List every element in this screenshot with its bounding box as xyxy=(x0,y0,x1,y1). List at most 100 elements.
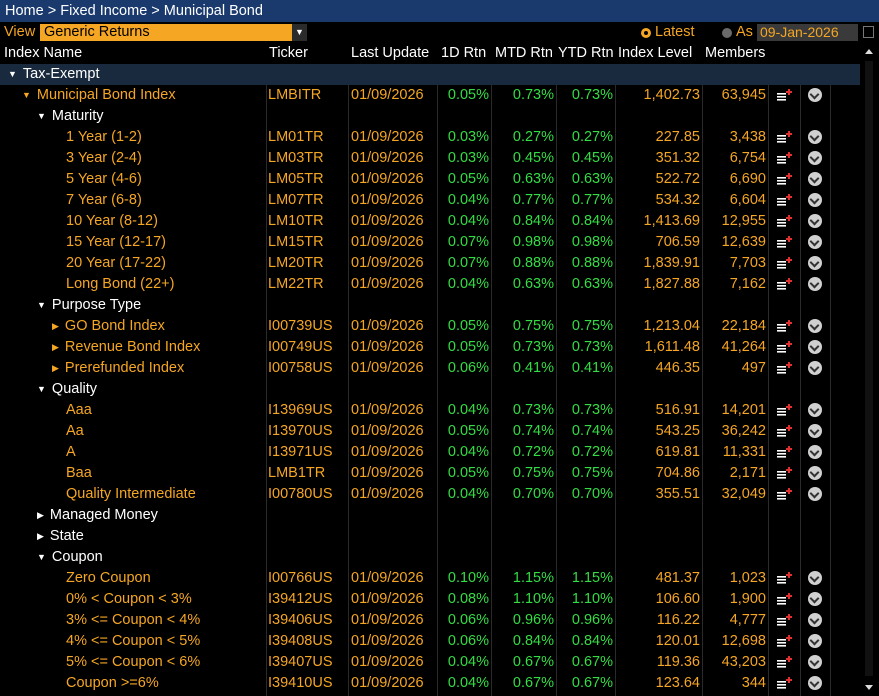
action-menu-icon[interactable] xyxy=(808,214,822,228)
table-row[interactable]: ▶ Revenue Bond Index I00749US 01/09/2026 0.0… xyxy=(0,337,860,358)
action-menu-icon[interactable] xyxy=(808,445,822,459)
view-select[interactable]: Generic Returns ▼ xyxy=(40,24,307,41)
table-row[interactable]: 5 Year (4-6) LM05TR 01/09/2026 0.05% 0.63% 0.… xyxy=(0,169,860,190)
expand-triangle-down-icon[interactable]: ▼ xyxy=(37,384,46,394)
table-row[interactable]: ▶ GO Bond Index I00739US 01/09/2026 0.05% 0.7… xyxy=(0,316,860,337)
action-menu-icon[interactable] xyxy=(808,172,822,186)
group-row[interactable]: ▼ Tax-Exempt xyxy=(0,64,860,85)
index-name-cell[interactable]: Aaa xyxy=(66,400,92,421)
add-to-list-icon[interactable] xyxy=(776,319,792,334)
add-to-list-icon[interactable] xyxy=(776,466,792,481)
expand-triangle-right-icon[interactable]: ▶ xyxy=(52,321,59,331)
col-header-ytd-return[interactable]: YTD Rtn xyxy=(558,45,614,61)
breadcrumb-fixed-income[interactable]: Fixed Income xyxy=(60,3,148,19)
col-header-index-level[interactable]: Index Level xyxy=(618,45,693,61)
asof-date-input[interactable]: 09-Jan-2026 xyxy=(757,24,858,41)
add-to-list-icon[interactable] xyxy=(776,235,792,250)
action-menu-icon[interactable] xyxy=(808,256,822,270)
add-to-list-icon[interactable] xyxy=(776,571,792,586)
index-name-cell[interactable]: A xyxy=(66,442,76,463)
expand-triangle-down-icon[interactable]: ▼ xyxy=(8,69,17,79)
table-row[interactable]: 7 Year (6-8) LM07TR 01/09/2026 0.04% 0.77% 0.… xyxy=(0,190,860,211)
table-row[interactable]: Baa LMB1TR 01/09/2026 0.05% 0.75% 0.75% 704.86… xyxy=(0,463,860,484)
breadcrumb-home[interactable]: Home xyxy=(5,3,44,19)
index-name-cell[interactable]: 5 Year (4-6) xyxy=(66,169,142,190)
index-name-cell[interactable]: Long Bond (22+) xyxy=(66,274,174,295)
add-to-list-icon[interactable] xyxy=(776,655,792,670)
index-name-cell[interactable]: 1 Year (1-2) xyxy=(66,127,142,148)
action-menu-icon[interactable] xyxy=(808,130,822,144)
scroll-up-icon[interactable] xyxy=(865,49,873,54)
index-name-cell[interactable]: 5% <= Coupon < 6% xyxy=(66,652,200,673)
group-row[interactable]: ▶ Managed Money xyxy=(0,505,860,526)
table-row[interactable]: 1 Year (1-2) LM01TR 01/09/2026 0.03% 0.27% 0.… xyxy=(0,127,860,148)
index-name-cell[interactable]: ▼ Purpose Type xyxy=(37,295,141,316)
add-to-list-icon[interactable] xyxy=(776,172,792,187)
table-row[interactable]: Quality Intermediate I00780US 01/09/2026 0.… xyxy=(0,484,860,505)
add-to-list-icon[interactable] xyxy=(776,214,792,229)
action-menu-icon[interactable] xyxy=(808,88,822,102)
col-header-ticker[interactable]: Ticker xyxy=(269,45,308,61)
index-name-cell[interactable]: ▶ GO Bond Index xyxy=(52,316,165,337)
index-name-cell[interactable]: 7 Year (6-8) xyxy=(66,190,142,211)
add-to-list-icon[interactable] xyxy=(776,424,792,439)
table-row[interactable]: Aaa I13969US 01/09/2026 0.04% 0.73% 0.73% 516.… xyxy=(0,400,860,421)
expand-triangle-down-icon[interactable]: ▼ xyxy=(37,552,46,562)
add-to-list-icon[interactable] xyxy=(776,361,792,376)
action-menu-icon[interactable] xyxy=(808,361,822,375)
index-name-cell[interactable]: ▶ Revenue Bond Index xyxy=(52,337,200,358)
action-menu-icon[interactable] xyxy=(808,403,822,417)
action-menu-icon[interactable] xyxy=(808,592,822,606)
action-menu-icon[interactable] xyxy=(808,277,822,291)
group-row[interactable]: ▼ Maturity xyxy=(0,106,860,127)
group-row[interactable]: ▼ Quality xyxy=(0,379,860,400)
action-menu-icon[interactable] xyxy=(808,655,822,669)
index-name-cell[interactable]: 20 Year (17-22) xyxy=(66,253,166,274)
index-name-cell[interactable]: ▶ Managed Money xyxy=(37,505,158,526)
index-name-cell[interactable]: 4% <= Coupon < 5% xyxy=(66,631,200,652)
index-name-cell[interactable]: 10 Year (8-12) xyxy=(66,211,158,232)
add-to-list-icon[interactable] xyxy=(776,445,792,460)
expand-triangle-down-icon[interactable]: ▼ xyxy=(37,111,46,121)
table-row[interactable]: 3 Year (2-4) LM03TR 01/09/2026 0.03% 0.45% 0.… xyxy=(0,148,860,169)
table-row[interactable]: ▼ Municipal Bond Index LMBITR 01/09/2026 0.0… xyxy=(0,85,860,106)
add-to-list-icon[interactable] xyxy=(776,130,792,145)
table-row[interactable]: 4% <= Coupon < 5% I39408US 01/09/2026 0.06%… xyxy=(0,631,860,652)
table-row[interactable]: Aa I13970US 01/09/2026 0.05% 0.74% 0.74% 543.2… xyxy=(0,421,860,442)
index-name-cell[interactable]: 3 Year (2-4) xyxy=(66,148,142,169)
col-header-members[interactable]: Members xyxy=(705,45,766,61)
expand-triangle-right-icon[interactable]: ▶ xyxy=(52,342,59,352)
expand-triangle-down-icon[interactable]: ▼ xyxy=(37,300,46,310)
add-to-list-icon[interactable] xyxy=(776,592,792,607)
action-menu-icon[interactable] xyxy=(808,235,822,249)
add-to-list-icon[interactable] xyxy=(776,676,792,691)
table-row[interactable]: 20 Year (17-22) LM20TR 01/09/2026 0.07% 0.88… xyxy=(0,253,860,274)
expand-triangle-right-icon[interactable]: ▶ xyxy=(37,531,44,541)
index-name-cell[interactable]: Baa xyxy=(66,463,92,484)
action-menu-icon[interactable] xyxy=(808,319,822,333)
action-menu-icon[interactable] xyxy=(808,613,822,627)
table-row[interactable]: 0% < Coupon < 3% I39412US 01/09/2026 0.08% 1… xyxy=(0,589,860,610)
add-to-list-icon[interactable] xyxy=(776,88,792,103)
table-row[interactable]: Zero Coupon I00766US 01/09/2026 0.10% 1.15% 1… xyxy=(0,568,860,589)
add-to-list-icon[interactable] xyxy=(776,487,792,502)
col-header-mtd-return[interactable]: MTD Rtn xyxy=(495,45,553,61)
index-name-cell[interactable]: 15 Year (12-17) xyxy=(66,232,166,253)
action-menu-icon[interactable] xyxy=(808,193,822,207)
add-to-list-icon[interactable] xyxy=(776,193,792,208)
expand-triangle-right-icon[interactable]: ▶ xyxy=(37,510,44,520)
col-header-1d-return[interactable]: 1D Rtn xyxy=(441,45,487,61)
action-menu-icon[interactable] xyxy=(808,634,822,648)
group-row[interactable]: ▶ State xyxy=(0,526,860,547)
index-name-cell[interactable]: Quality Intermediate xyxy=(66,484,196,505)
action-menu-icon[interactable] xyxy=(808,571,822,585)
index-name-cell[interactable]: ▼ Maturity xyxy=(37,106,104,127)
table-row[interactable]: 3% <= Coupon < 4% I39406US 01/09/2026 0.06%… xyxy=(0,610,860,631)
index-name-cell[interactable]: Aa xyxy=(66,421,84,442)
asof-radio[interactable] xyxy=(722,28,732,38)
breadcrumb-municipal-bond[interactable]: Municipal Bond xyxy=(163,3,263,19)
expand-triangle-right-icon[interactable]: ▶ xyxy=(52,363,59,373)
action-menu-icon[interactable] xyxy=(808,466,822,480)
index-name-cell[interactable]: ▶ State xyxy=(37,526,84,547)
table-row[interactable]: ▶ Prerefunded Index I00758US 01/09/2026 0.06… xyxy=(0,358,860,379)
